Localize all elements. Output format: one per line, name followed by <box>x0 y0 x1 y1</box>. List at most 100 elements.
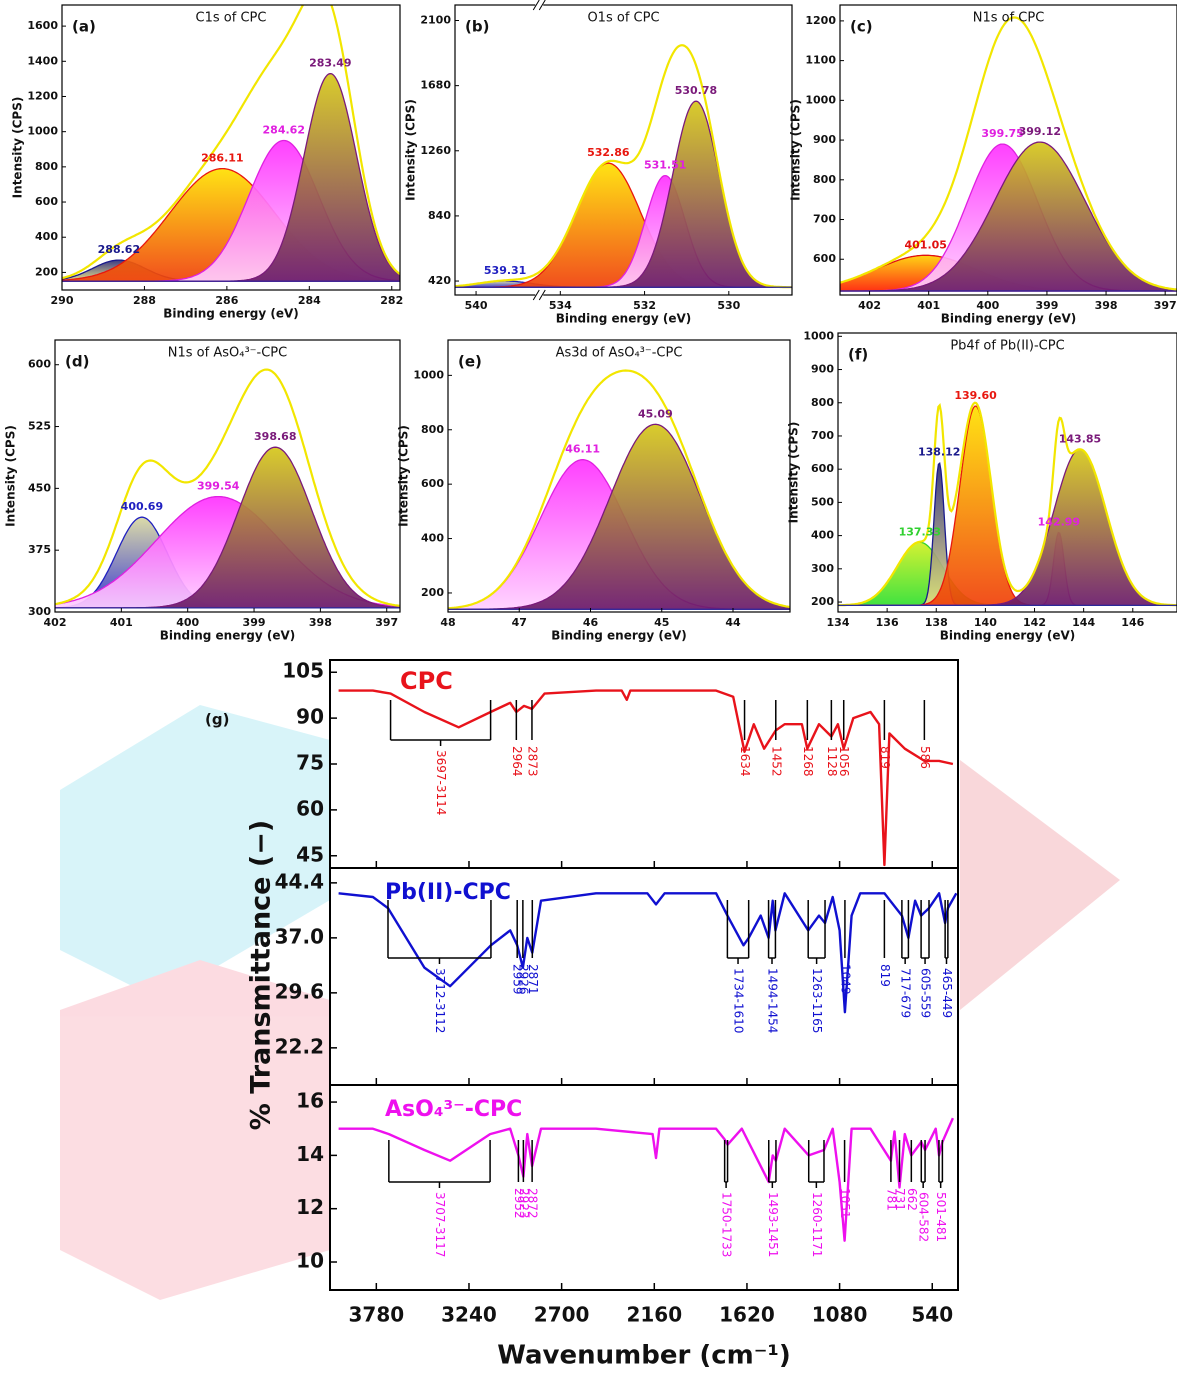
x-tick-label: 399 <box>243 616 266 629</box>
panel-label: (b) <box>465 18 489 36</box>
x-tick-label: 290 <box>51 294 74 307</box>
y-tick-label: 1400 <box>27 54 58 67</box>
x-tick-label: 397 <box>1154 299 1177 312</box>
peak-label: 139.60 <box>954 389 997 402</box>
y-tick-label: 75 <box>296 751 324 775</box>
x-tick-label: 3240 <box>441 1303 497 1327</box>
panel-title: C1s of CPC <box>196 11 267 26</box>
band-label: 2952 <box>512 1188 526 1219</box>
band-label: 1734-1610 <box>732 968 746 1033</box>
watermark-shape <box>960 760 1120 1010</box>
x-axis-label: Binding energy (eV) <box>556 312 692 326</box>
y-tick-label: 600 <box>813 252 836 265</box>
y-tick-label: 900 <box>811 363 834 376</box>
spectrum-name: CPC <box>400 667 453 695</box>
x-axis-label: Binding energy (eV) <box>163 307 299 321</box>
y-tick-label: 600 <box>28 358 51 371</box>
x-tick-label: 402 <box>858 299 881 312</box>
spectrum <box>338 1117 954 1242</box>
x-tick-label: 138 <box>925 616 948 629</box>
band-label: 605-559 <box>919 968 933 1018</box>
x-tick-label: 284 <box>298 294 321 307</box>
y-tick-label: 2100 <box>420 14 451 27</box>
y-tick-label: 10 <box>296 1249 324 1273</box>
spectrum <box>338 689 954 867</box>
fit-envelope <box>62 5 400 280</box>
band-label: 1049 <box>838 964 852 995</box>
peaks <box>455 44 792 289</box>
x-tick-label: 2160 <box>626 1303 682 1327</box>
panel-label: (e) <box>458 353 482 371</box>
x-tick-label: 288 <box>133 294 156 307</box>
watermark <box>60 705 1120 1300</box>
band-label: 1493-1451 <box>766 1192 780 1257</box>
y-tick-label: 22.2 <box>275 1034 324 1058</box>
peak-label: 45.09 <box>638 407 673 420</box>
peak-label: 530.78 <box>675 84 717 97</box>
y-tick-label: 1000 <box>803 329 834 342</box>
y-tick-label: 200 <box>421 586 444 599</box>
panel-label: (g) <box>205 711 229 729</box>
band-label: 1056 <box>837 746 851 777</box>
watermark-shape <box>60 705 330 1000</box>
watermark-shape <box>60 960 330 1300</box>
y-tick-label: 600 <box>421 477 444 490</box>
x-axis-label: Wavenumber (cm⁻¹) <box>497 1341 791 1371</box>
x-tick-label: 45 <box>654 616 669 629</box>
fit-envelope <box>840 16 1177 291</box>
x-tick-label: 136 <box>876 616 899 629</box>
y-tick-label: 840 <box>428 209 451 222</box>
x-tick-label: 3780 <box>348 1303 404 1327</box>
y-tick-label: 1200 <box>27 89 58 102</box>
peak-label: 283.49 <box>309 57 351 70</box>
y-tick-label: 400 <box>35 230 58 243</box>
y-tick-label: 1200 <box>805 14 836 27</box>
panel-title: As3d of AsO₄³⁻-CPC <box>556 346 683 361</box>
axis-break <box>532 0 540 11</box>
peaks <box>55 368 400 609</box>
x-tick-label: 46 <box>583 616 599 629</box>
y-tick-label: 1000 <box>27 125 58 138</box>
peak-label: 398.68 <box>254 430 296 443</box>
peak-label: 288.62 <box>98 243 140 256</box>
frame <box>454 4 793 296</box>
panel-title: O1s of CPC <box>587 11 659 26</box>
x-tick-label: 144 <box>1072 616 1095 629</box>
y-axis-label: Intensity (CPS) <box>787 422 801 524</box>
x-tick-label: 398 <box>1095 299 1118 312</box>
x-axis-label: Binding energy (eV) <box>941 312 1077 326</box>
band-label: 1263-1165 <box>810 968 824 1033</box>
x-tick-label: 397 <box>375 616 398 629</box>
frame <box>447 339 791 613</box>
axis-break <box>532 289 540 301</box>
peak-label: 399.54 <box>197 480 240 493</box>
y-tick-label: 400 <box>421 532 444 545</box>
band-label: 2964 <box>510 746 524 777</box>
x-tick-label: 48 <box>440 616 455 629</box>
y-tick-label: 200 <box>811 595 834 608</box>
axis-break-gap <box>535 292 544 298</box>
band-label: 662 <box>905 1188 919 1211</box>
y-tick-label: 800 <box>813 173 836 186</box>
y-tick-label: 300 <box>28 605 51 618</box>
band-label: 2926 <box>516 964 530 995</box>
fit-envelope <box>448 369 790 610</box>
band-label: 731 <box>893 1188 907 1211</box>
y-axis-label: Intensity (CPS) <box>4 425 18 527</box>
x-tick-label: 146 <box>1121 616 1144 629</box>
y-tick-label: 45 <box>296 842 324 866</box>
y-tick-label: 800 <box>811 396 834 409</box>
y-tick-label: 1600 <box>27 19 58 32</box>
y-axis-label: Intensity (CPS) <box>789 99 803 201</box>
band-label: 3712-3112 <box>433 968 447 1033</box>
y-axis-label: % Transmittance (−) <box>246 820 277 1130</box>
y-tick-label: 44.4 <box>275 869 324 893</box>
peak-label: 539.31 <box>484 264 526 277</box>
band-label: 819 <box>878 964 892 987</box>
band-label: 2873 <box>525 746 539 777</box>
peak-label: 46.11 <box>565 443 600 456</box>
peak-label: 286.11 <box>201 152 243 165</box>
x-tick-label: 140 <box>974 616 997 629</box>
x-tick-label: 402 <box>44 616 67 629</box>
